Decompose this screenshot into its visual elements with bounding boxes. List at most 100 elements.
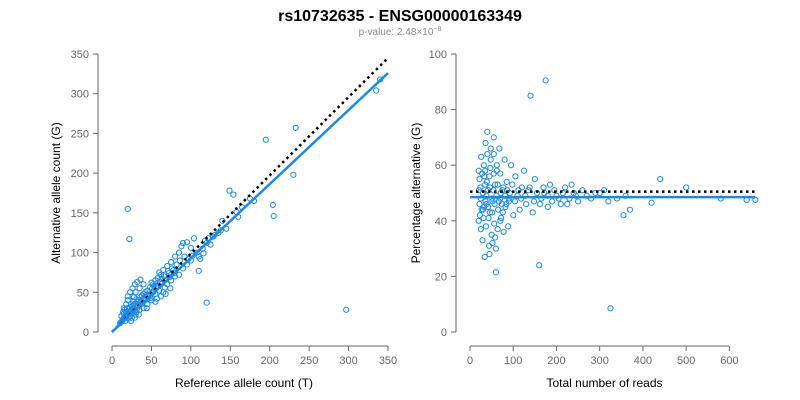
left-data-point	[124, 297, 131, 304]
right-data-point	[557, 201, 564, 208]
right-data-point	[492, 269, 500, 276]
right-data-point	[516, 206, 523, 213]
left-data-point	[195, 267, 202, 274]
right-data-point	[501, 156, 508, 163]
right-data-point	[488, 231, 495, 238]
left-data-point	[156, 269, 163, 276]
left-data-point	[168, 259, 175, 266]
right-data-point	[491, 220, 498, 227]
right-y-tick-label: 80	[435, 105, 447, 117]
right-y-tick-label: 60	[435, 160, 447, 172]
left-data-point	[207, 241, 214, 248]
right-x-tick-label: 0	[467, 355, 473, 367]
left-y-tick-label: 150	[71, 208, 89, 220]
right-data-point	[527, 92, 534, 99]
left-data-point	[373, 87, 380, 94]
left-data-point	[158, 275, 165, 282]
right-x-tick-label: 600	[720, 355, 738, 367]
left-data-point	[118, 313, 125, 320]
right-data-point	[531, 176, 538, 183]
p-value-label: p-value: 2.48×10	[359, 27, 434, 38]
left-data-point	[178, 243, 185, 250]
left-data-point	[167, 285, 174, 292]
left-y-tick-label: 250	[71, 128, 89, 140]
left-data-point	[179, 239, 187, 247]
right-x-tick-label: 100	[504, 355, 522, 367]
right-data-point	[496, 145, 503, 152]
left-data-point	[270, 212, 277, 220]
right-y-tick-label: 40	[435, 216, 447, 228]
right-data-point	[592, 189, 599, 197]
right-data-point	[503, 178, 510, 185]
chart-subtitle: p-value: 2.48×10−8	[359, 26, 442, 38]
right-data-point	[559, 189, 567, 197]
left-data-point	[171, 253, 179, 260]
right-data-point	[484, 128, 491, 135]
left-data-point	[343, 306, 350, 313]
left-y-axis-title: Alternative allele count (G)	[49, 122, 63, 263]
right-data-point	[481, 173, 488, 180]
left-data-point	[203, 299, 210, 306]
left-y-tick-label: 350	[71, 49, 89, 61]
right-data-point	[490, 170, 497, 177]
right-data-point	[480, 162, 487, 169]
right-data-point	[530, 198, 538, 205]
right-data-point	[579, 187, 586, 194]
left-x-tick-label: 200	[261, 355, 279, 367]
right-data-point	[540, 184, 547, 191]
left-y-tick-label: 50	[77, 287, 89, 299]
right-y-axis-title: Percentage alternative (G)	[409, 123, 423, 264]
right-data-point	[523, 201, 530, 208]
left-data-point	[135, 311, 142, 318]
left-x-tick-label: 50	[145, 355, 157, 367]
right-x-tick-label: 400	[634, 355, 652, 367]
p-value-exponent: −8	[433, 26, 441, 33]
right-data-point	[526, 184, 533, 191]
right-x-tick-label: 300	[591, 355, 609, 367]
right-data-point	[477, 226, 484, 233]
right-x-tick-label: 200	[547, 355, 565, 367]
right-data-point	[620, 212, 627, 219]
right-data-point	[479, 237, 486, 244]
right-data-point	[487, 145, 494, 152]
left-data-point	[176, 257, 183, 264]
left-panel: 0 50 100 150 200 250 300 350 0 50 100 150 200 250 300 3…	[49, 49, 397, 390]
left-x-tick-label: 250	[300, 355, 318, 367]
right-data-point	[504, 223, 512, 230]
right-data-point	[490, 134, 497, 141]
right-panel: 0 100 200 300 400 500 600 0 20 40 60 80 100 Total num…	[409, 49, 759, 390]
right-data-point	[494, 181, 501, 188]
left-data-point	[123, 305, 131, 312]
left-y-tick-label: 0	[83, 327, 89, 339]
right-data-point	[476, 201, 483, 208]
left-data-point	[137, 276, 144, 283]
right-data-point	[503, 201, 510, 208]
left-data-point	[190, 235, 198, 242]
left-data-point	[269, 201, 276, 209]
right-data-point	[479, 206, 487, 213]
right-data-point	[481, 253, 488, 261]
right-data-point	[487, 156, 494, 163]
right-y-tick-label: 100	[429, 49, 447, 61]
right-data-point	[482, 223, 490, 230]
right-data-point	[494, 226, 501, 233]
right-y-tick-label: 0	[441, 327, 447, 339]
left-data-point	[262, 136, 269, 143]
right-data-point	[491, 181, 499, 188]
right-data-point	[487, 164, 494, 172]
left-data-point	[153, 295, 161, 302]
right-data-point	[489, 239, 496, 247]
left-data-point	[131, 307, 138, 314]
right-data-point	[564, 201, 571, 208]
left-data-point	[230, 191, 237, 198]
right-data-point	[657, 176, 664, 183]
right-data-point	[485, 203, 492, 210]
right-data-point	[509, 181, 516, 188]
left-data-point	[171, 270, 178, 277]
left-data-point	[124, 205, 131, 212]
left-data-point	[194, 249, 201, 256]
right-data-point	[476, 212, 484, 219]
right-data-point	[507, 162, 515, 169]
left-y-tick-label: 100	[71, 248, 89, 260]
